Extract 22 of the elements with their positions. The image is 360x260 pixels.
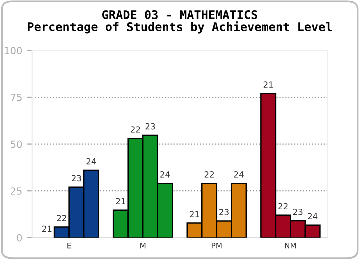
- text: 23: [146, 123, 156, 130]
- text: 22: [131, 126, 140, 133]
- text: 21: [42, 226, 52, 232]
- y-tick-label: 0: [17, 234, 22, 242]
- text: 24: [308, 213, 318, 220]
- text: 22: [278, 203, 288, 210]
- text: 24: [160, 172, 170, 178]
- y-tick-label: 100: [5, 47, 22, 55]
- text: 23: [220, 209, 229, 216]
- text: 24: [234, 172, 244, 178]
- text: 21: [190, 211, 200, 218]
- series-label: 24: [86, 158, 96, 165]
- y-tick-label: 25: [11, 188, 22, 195]
- series-label: 21: [264, 82, 274, 88]
- text: 22: [204, 172, 214, 178]
- y-tick-label: 75: [11, 94, 22, 102]
- y-tick-label: 50: [11, 140, 22, 148]
- series-label: 23: [72, 175, 82, 182]
- series-label: 22: [57, 215, 66, 222]
- text: 23: [293, 208, 303, 216]
- text: 21: [116, 198, 126, 204]
- chart-title: GRADE 03 - MATHEMATICS Percentage of Students by Achievement Level: [28, 10, 332, 34]
